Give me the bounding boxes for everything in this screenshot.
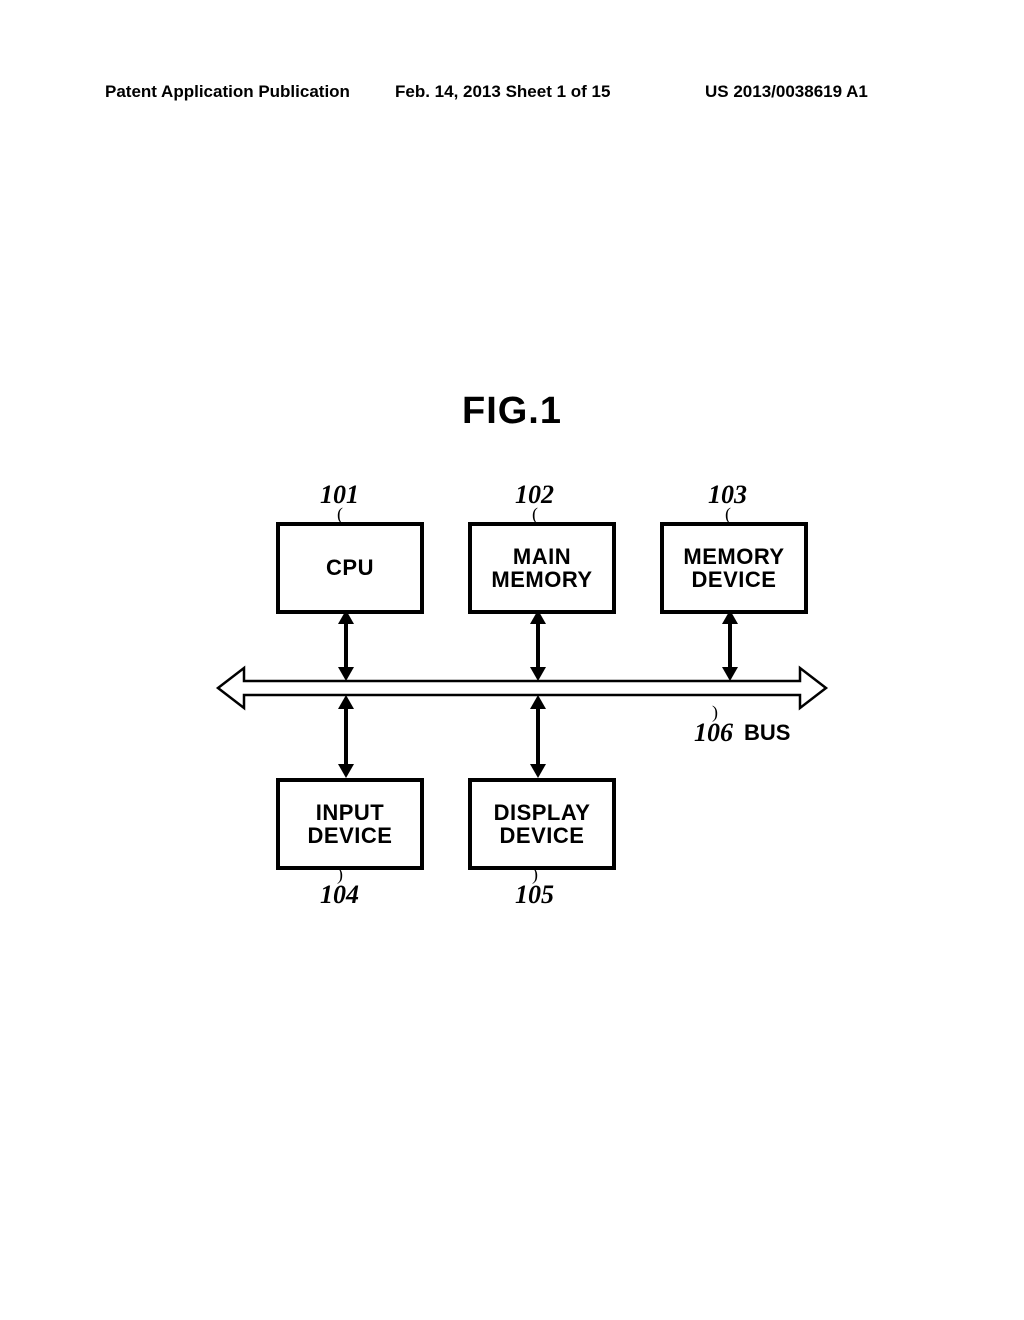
- connector-input-bus: [338, 695, 354, 778]
- connector-display-bus: [530, 695, 546, 778]
- diagram-svg: [0, 0, 1024, 1320]
- connector-mem-bus: [722, 610, 738, 681]
- connector-cpu-bus: [338, 610, 354, 681]
- bus-arrow: [218, 668, 826, 708]
- connector-main-bus: [530, 610, 546, 681]
